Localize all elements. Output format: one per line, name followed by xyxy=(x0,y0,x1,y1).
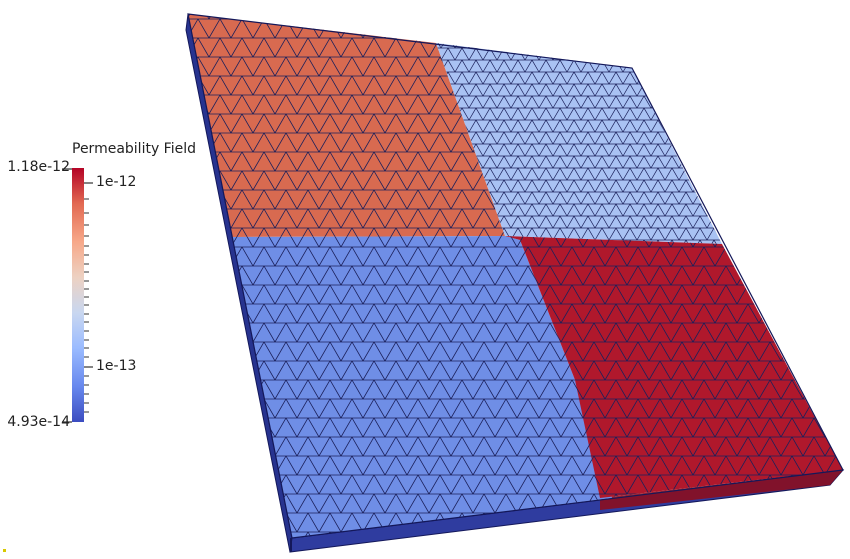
slab-sides xyxy=(185,13,845,553)
quadrant-top-left xyxy=(188,14,505,237)
color-bar xyxy=(62,168,93,423)
slab-outline xyxy=(187,13,844,539)
legend-tick-1e-13: 1e-13 xyxy=(96,358,137,374)
quadrant-top-right xyxy=(436,43,722,244)
orientation-axes-marker xyxy=(3,549,6,552)
legend-max-label: 1.18e-12 xyxy=(7,159,70,175)
quadrant-bottom-right xyxy=(505,236,843,498)
quadrant-bottom-left xyxy=(232,236,612,538)
legend-min-label: 4.93e-14 xyxy=(7,414,70,430)
legend-title: Permeability Field xyxy=(72,141,196,157)
legend-tick-1e-12: 1e-12 xyxy=(96,174,137,190)
